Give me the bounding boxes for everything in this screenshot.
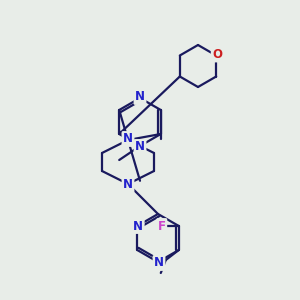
Text: N: N <box>133 220 143 232</box>
Text: N: N <box>135 91 145 103</box>
Text: F: F <box>158 220 166 232</box>
Text: O: O <box>212 48 222 61</box>
Text: N: N <box>154 256 164 269</box>
Text: N: N <box>123 133 133 146</box>
Text: N: N <box>123 178 133 191</box>
Text: N: N <box>135 140 145 154</box>
